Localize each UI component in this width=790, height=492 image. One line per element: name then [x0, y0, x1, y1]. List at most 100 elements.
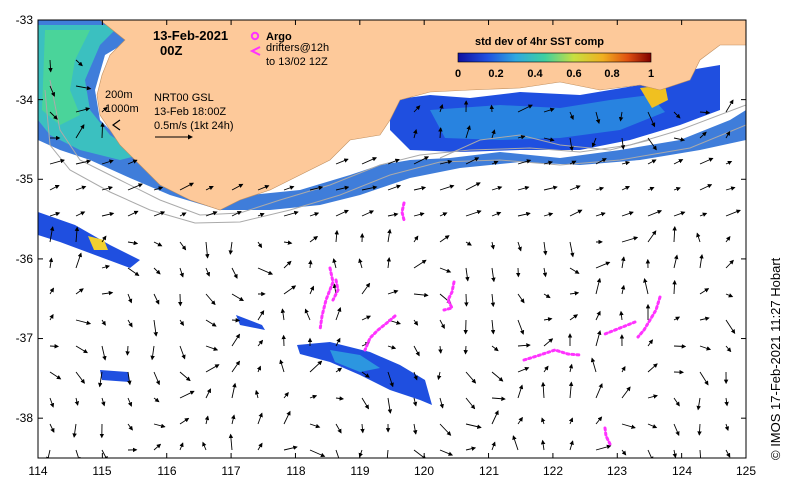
current-vector: [75, 345, 88, 354]
current-vector: [543, 317, 553, 322]
current-vector: [647, 111, 656, 128]
current-vector: [517, 416, 523, 425]
current-vector: [279, 359, 285, 373]
current-vector: [517, 384, 524, 399]
current-vector: [543, 338, 554, 347]
current-vector: [699, 212, 708, 217]
current-vector: [619, 310, 624, 321]
current-vector: [153, 241, 163, 247]
current-vector: [413, 319, 419, 326]
current-vector: [335, 307, 342, 321]
x-tick-label: 116: [157, 464, 176, 478]
drifter-tracks: [318, 201, 662, 446]
current-vector: [335, 367, 343, 373]
current-vector: [49, 423, 55, 433]
current-vector: [725, 186, 736, 191]
current-vector: [491, 441, 496, 451]
current-vector: [647, 449, 654, 458]
current-vector: [75, 185, 87, 191]
credit-text: © IMOS 17-Feb-2021 11:27 Hobart: [768, 257, 783, 460]
current-vector: [387, 371, 394, 388]
current-vector: [647, 339, 654, 347]
current-vector: [696, 232, 701, 243]
current-vector: [127, 210, 139, 217]
current-vector: [413, 345, 420, 357]
current-vector: [101, 211, 115, 217]
isobath-1000m-label: 1000m: [105, 103, 139, 115]
current-vector: [541, 417, 546, 425]
current-vector: [101, 235, 107, 243]
current-vector: [101, 159, 114, 165]
current-vector: [699, 110, 711, 115]
current-vector: [309, 212, 320, 217]
current-vector: [205, 267, 210, 277]
current-vector: [283, 392, 289, 399]
current-vector: [257, 339, 264, 347]
isobath-200m-label: 200m: [105, 89, 133, 101]
current-vector: [334, 229, 339, 243]
current-vector: [673, 344, 687, 349]
current-vector: [361, 185, 378, 191]
current-vector: [413, 212, 425, 217]
current-vector: [228, 241, 234, 255]
current-vector: [335, 158, 349, 165]
current-vector: [439, 103, 444, 113]
current-vector: [257, 442, 263, 451]
colorbar-title: std dev of 4hr SST comp: [475, 36, 604, 48]
current-vector: [699, 288, 710, 295]
current-vector: [179, 371, 191, 382]
current-vector: [413, 186, 427, 191]
current-vector: [127, 240, 139, 246]
current-vector: [647, 209, 663, 217]
x-tick-label: 125: [736, 464, 756, 478]
current-vector: [179, 442, 184, 451]
current-vector: [724, 423, 730, 432]
current-vector: [439, 184, 455, 191]
current-vector: [125, 345, 130, 356]
current-vector: [568, 381, 574, 399]
current-vector: [153, 186, 164, 191]
current-vector: [725, 259, 734, 269]
current-vector: [205, 319, 217, 327]
current-vector: [98, 371, 103, 388]
colorbar: [457, 52, 652, 63]
current-vector: [725, 209, 741, 217]
current-vector: [725, 319, 736, 334]
current-vector: [361, 210, 375, 217]
colorbar-tick: 0.2: [488, 68, 503, 80]
current-vector: [569, 440, 574, 451]
current-vector: [647, 186, 655, 192]
current-vector: [75, 319, 92, 325]
current-vector: [231, 382, 237, 399]
current-vector: [179, 345, 186, 360]
current-vector: [49, 397, 55, 408]
y-tick-label: -38: [16, 411, 34, 425]
current-vector: [283, 185, 295, 191]
current-vector: [283, 210, 299, 217]
current-vector: [673, 186, 681, 192]
current-vector: [46, 449, 51, 458]
current-vector: [436, 371, 442, 381]
current-vectors: [46, 59, 741, 458]
current-vector: [153, 211, 166, 217]
current-vector: [620, 256, 626, 269]
current-vector: [257, 184, 270, 191]
x-tick-label: 119: [350, 464, 369, 478]
argo-symbol: [250, 31, 260, 41]
colorbar-tick: 0.8: [604, 68, 619, 80]
current-vector: [543, 185, 558, 191]
x-tick-label: 114: [28, 464, 47, 478]
current-vector: [439, 267, 452, 273]
current-vector: [413, 156, 430, 165]
current-vector: [231, 293, 244, 302]
current-vector: [543, 107, 555, 113]
current-vector: [231, 318, 241, 323]
current-vector: [49, 287, 54, 295]
current-vector: [386, 257, 392, 269]
current-vector: [49, 85, 56, 97]
axis-ticks: [37, 19, 747, 458]
current-vector: [590, 357, 597, 373]
current-vector: [153, 293, 160, 305]
current-vector: [517, 366, 530, 373]
